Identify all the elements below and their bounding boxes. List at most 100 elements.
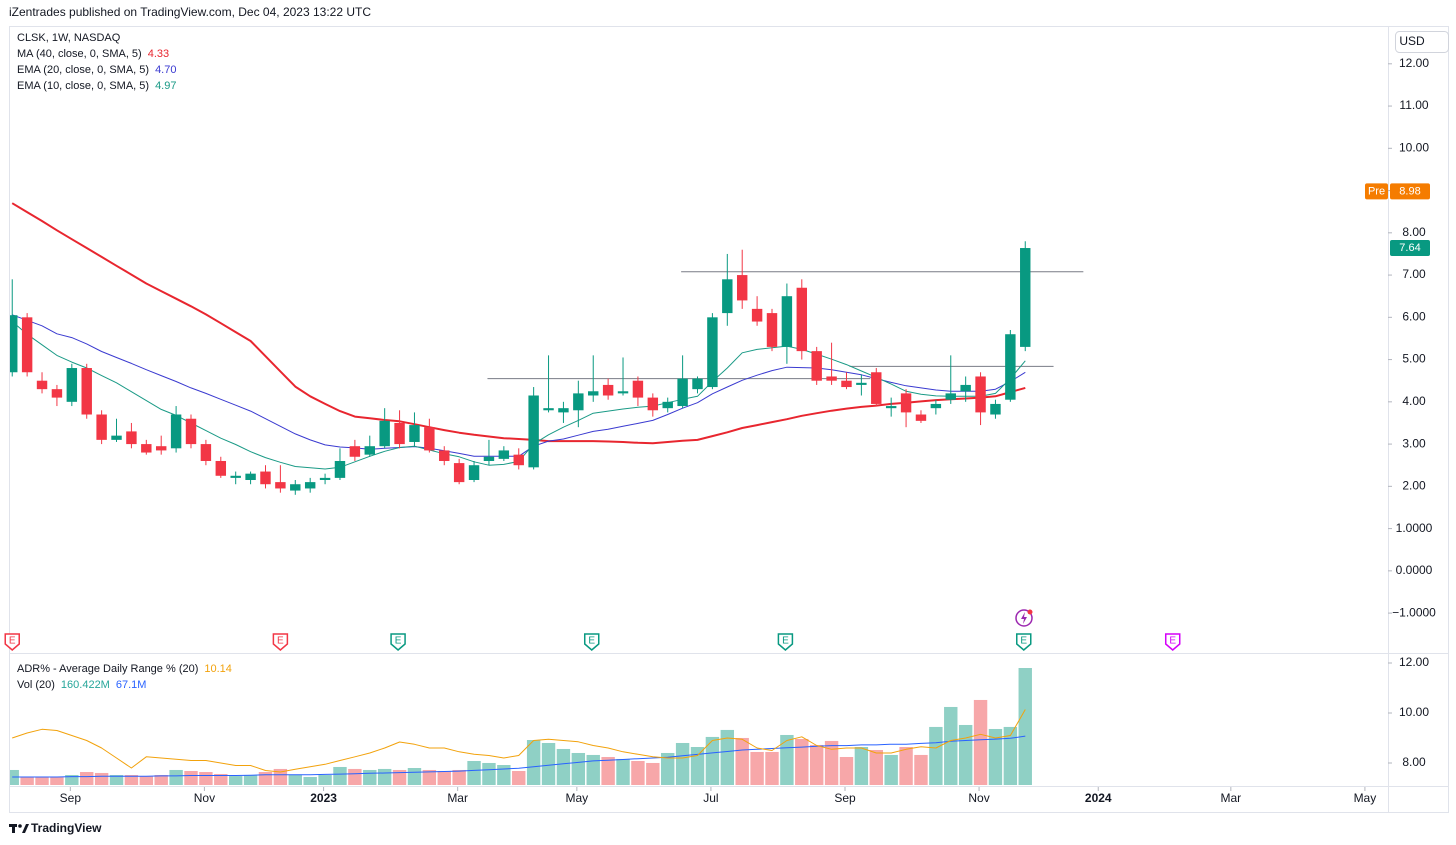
event-label: E xyxy=(277,636,284,647)
event-marker[interactable] xyxy=(1164,633,1181,651)
volume-bar xyxy=(809,744,824,785)
volume-bar xyxy=(914,754,928,785)
volume-bar xyxy=(735,737,749,785)
volume-bar xyxy=(243,775,258,785)
volume-bar xyxy=(20,776,34,785)
candle-body xyxy=(841,380,852,388)
legend-name: ADR% - Average Daily Range % (20) xyxy=(17,663,198,675)
candle-body xyxy=(871,372,882,404)
event-label: E xyxy=(782,636,789,647)
volume-bar xyxy=(348,768,362,785)
volume-bar xyxy=(273,768,288,785)
last-price-tag xyxy=(1390,240,1430,257)
candle-body xyxy=(439,450,450,461)
legend-value: 67.1M xyxy=(116,679,147,691)
volume-bar xyxy=(154,775,168,785)
event-marker[interactable] xyxy=(777,633,794,651)
candle-body xyxy=(319,477,331,480)
last-price-label: 7.64 xyxy=(1399,242,1420,254)
candle-body xyxy=(856,382,867,385)
ma-line xyxy=(11,202,1026,445)
event-label: E xyxy=(1020,636,1027,647)
symbol: CLSK, 1W, NASDAQ xyxy=(17,32,121,44)
legend-value: 160.422M xyxy=(61,679,110,691)
volume-bar xyxy=(884,754,898,785)
candle-body xyxy=(930,403,942,409)
candle-body xyxy=(796,287,808,352)
event-marker[interactable] xyxy=(390,633,406,651)
currency: USD xyxy=(1399,34,1425,48)
adr-tick-label: 12.00 xyxy=(1399,655,1429,669)
candle-body xyxy=(945,393,956,400)
candle-body xyxy=(51,389,63,398)
volume-bar xyxy=(184,770,198,785)
volume-bar xyxy=(944,706,958,785)
candle-body xyxy=(141,444,152,453)
volume-bar xyxy=(720,729,735,785)
x-tick-label: Sep xyxy=(834,791,856,805)
event-marker[interactable] xyxy=(583,633,600,651)
volume-bar xyxy=(50,776,64,785)
volume-bar xyxy=(854,747,869,785)
volume-bar xyxy=(1018,668,1032,785)
candle-body xyxy=(736,275,748,301)
event-marker[interactable] xyxy=(4,633,20,651)
volume-bar xyxy=(109,775,124,785)
candle-body xyxy=(304,482,316,489)
volume-bar xyxy=(646,762,660,785)
logo-part xyxy=(18,824,22,828)
footer: TradingView xyxy=(31,821,102,835)
volume-bar xyxy=(631,761,645,785)
y-tick-label: −1.0000 xyxy=(1392,605,1436,619)
candle-body xyxy=(290,484,301,491)
logo-part xyxy=(22,824,29,833)
candle-body xyxy=(766,313,778,347)
pre-price-tag xyxy=(1390,183,1430,200)
volume-bar xyxy=(556,748,571,785)
candle-body xyxy=(10,315,18,373)
candle-body xyxy=(751,308,763,322)
legend-value: 10.14 xyxy=(204,663,232,675)
volume-bar xyxy=(437,770,451,785)
volume-bar xyxy=(869,749,883,785)
candle-body xyxy=(975,376,986,413)
volume-bar xyxy=(467,761,481,785)
volume-bar xyxy=(899,747,913,785)
volume-bar xyxy=(94,772,109,785)
volume-bar xyxy=(541,742,556,785)
event-label: E xyxy=(395,636,402,647)
x-tick-label: Sep xyxy=(60,791,82,805)
candle-body xyxy=(543,408,554,411)
legend-value: 4.70 xyxy=(155,64,176,76)
frame xyxy=(9,26,1449,813)
x-tick-label: 2024 xyxy=(1085,791,1112,805)
event-label: E xyxy=(1169,636,1176,647)
candle-body xyxy=(1020,248,1031,347)
event-label: E xyxy=(9,636,16,647)
volume-bar xyxy=(661,752,675,785)
pre-price-label: 8.98 xyxy=(1399,185,1420,197)
candle-body xyxy=(66,368,78,402)
candle-body xyxy=(349,446,361,457)
volume-bar xyxy=(988,728,1003,785)
event-marker[interactable] xyxy=(1016,633,1032,651)
currency-box[interactable] xyxy=(1395,31,1449,53)
candle-body xyxy=(900,393,912,413)
candle-body xyxy=(21,317,33,373)
volume-bar xyxy=(765,751,779,785)
candle-body xyxy=(811,351,822,381)
y-tick-label: 5.00 xyxy=(1402,352,1426,366)
volume-bar xyxy=(80,772,94,785)
volume-bar xyxy=(139,776,154,785)
adr-tick-label: 10.00 xyxy=(1399,705,1429,719)
alert-dot xyxy=(1027,609,1033,615)
x-tick-label: Nov xyxy=(968,791,989,805)
event-marker[interactable] xyxy=(272,633,289,651)
volume-bar xyxy=(601,756,615,785)
volume-bar xyxy=(228,776,243,785)
candle-body xyxy=(990,403,1001,415)
candle-body xyxy=(126,431,137,445)
legend-value: 4.33 xyxy=(148,48,169,60)
x-tick-label: May xyxy=(566,791,589,805)
volume-bar xyxy=(452,769,466,785)
